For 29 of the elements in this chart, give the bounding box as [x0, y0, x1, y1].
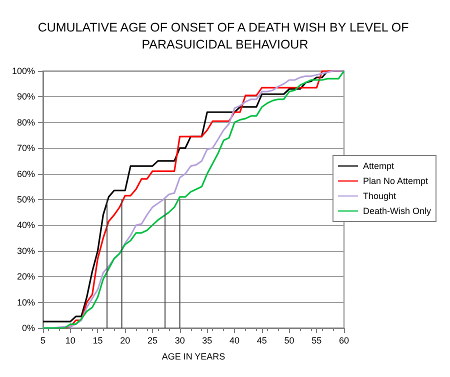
y-tick-label: 40% — [16, 220, 35, 230]
legend-label: Thought — [362, 191, 397, 201]
y-tick-label: 60% — [16, 168, 35, 179]
y-tick-label: 20% — [16, 272, 35, 282]
x-tick-label: 20 — [120, 336, 130, 346]
y-tick-label: 30% — [16, 246, 35, 256]
x-tick-label: 10 — [65, 336, 76, 346]
legend-label: Plan No Attempt — [362, 176, 429, 186]
chart-title: CUMULATIVE AGE OF ONSET OF A DEATH WISH BY LEVEL OF PARASUICIDAL BEHAVIOUR — [38, 20, 412, 52]
x-tick-label: 45 — [256, 336, 267, 346]
y-tick-label: 90% — [16, 92, 35, 102]
legend-label: Attempt — [362, 161, 394, 171]
x-tick-label: 5 — [40, 336, 46, 346]
y-tick-label: 100% — [12, 66, 35, 76]
x-tick-label: 30 — [174, 336, 185, 346]
x-tick-label: 15 — [92, 336, 103, 346]
x-tick-label: 60 — [338, 336, 350, 346]
y-tick-label: 80% — [16, 117, 35, 128]
y-tick-label: 70% — [16, 143, 35, 154]
x-tick-label: 35 — [202, 336, 212, 346]
x-tick-label: 25 — [147, 336, 158, 346]
legend-label: Death-Wish Only — [362, 206, 432, 216]
y-tick-label: 10% — [16, 297, 35, 308]
y-tick-label: 50% — [16, 194, 35, 204]
x-axis-title: AGE IN YEARS — [162, 352, 226, 362]
x-tick-label: 50 — [284, 336, 294, 346]
y-tick-label: 0% — [22, 323, 35, 333]
x-tick-label: 55 — [312, 336, 322, 346]
x-tick-label: 40 — [230, 336, 240, 346]
